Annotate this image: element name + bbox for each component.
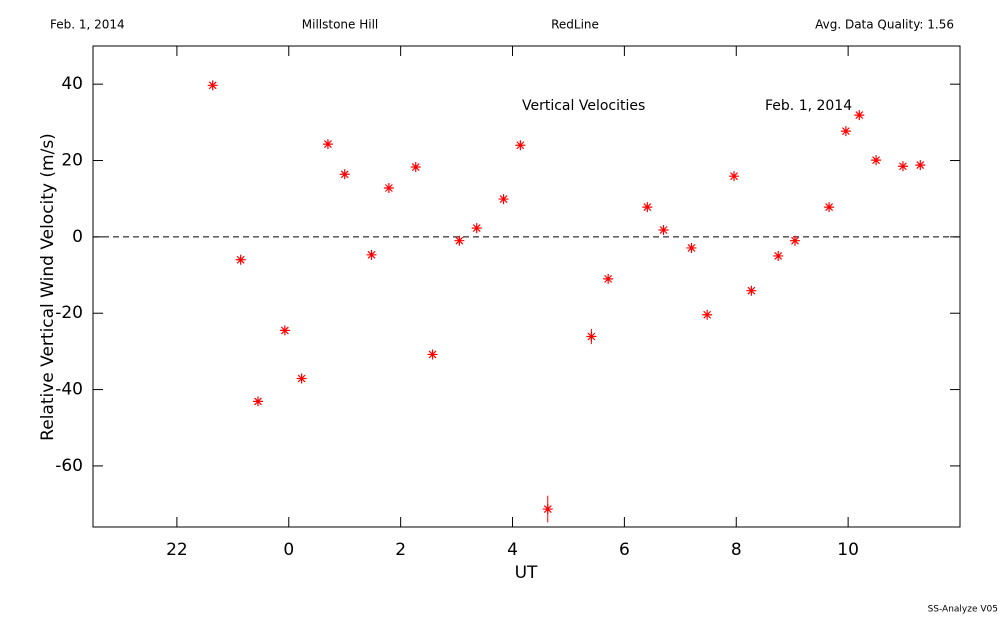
plot-frame [92, 45, 961, 528]
point [773, 250, 784, 261]
point [746, 285, 757, 296]
point [854, 110, 865, 121]
point [658, 225, 669, 236]
point [824, 202, 835, 213]
point [789, 235, 800, 246]
point [383, 183, 394, 194]
point [454, 235, 465, 246]
x-tick-label: 8 [731, 540, 742, 560]
point [322, 139, 333, 150]
point [729, 171, 740, 182]
point [339, 169, 350, 180]
header-date: Feb. 1, 2014 [50, 18, 125, 32]
y-tick-label: -60 [55, 456, 83, 476]
point [366, 249, 377, 260]
point [686, 242, 697, 253]
y-tick-label: 0 [72, 227, 83, 247]
x-tick-label: 2 [395, 540, 406, 560]
x-tick-label: 0 [283, 540, 294, 560]
footer: SS-Analyze V05 [928, 605, 998, 615]
annotation: Vertical Velocities [522, 98, 645, 114]
point [586, 331, 597, 342]
point [427, 349, 438, 360]
point [871, 155, 882, 166]
point [897, 161, 908, 172]
point [471, 223, 482, 234]
x-tick-label: 6 [619, 540, 630, 560]
point [279, 325, 290, 336]
header-line: RedLine [551, 18, 599, 32]
point [235, 254, 246, 265]
y-tick-label: 20 [61, 151, 83, 171]
x-tick-label: 10 [837, 540, 859, 560]
point [515, 140, 526, 151]
x-tick-label: 22 [166, 540, 188, 560]
y-tick-label: -20 [55, 303, 83, 323]
header-quality: Avg. Data Quality: 1.56 [815, 18, 954, 32]
y-tick-label: 40 [61, 74, 83, 94]
x-axis-label: UT [515, 563, 538, 583]
point [207, 80, 218, 91]
x-tick-label: 4 [507, 540, 518, 560]
header-site: Millstone Hill [302, 18, 378, 32]
point [915, 160, 926, 171]
point [642, 202, 653, 213]
y-axis-label: Relative Vertical Wind Velocity (m/s) [38, 133, 58, 441]
point [253, 396, 264, 407]
y-tick-label: -40 [55, 380, 83, 400]
point [410, 162, 421, 173]
point [542, 504, 553, 515]
point [498, 194, 509, 205]
point [603, 273, 614, 284]
annotation: Feb. 1, 2014 [765, 98, 852, 114]
point [296, 373, 307, 384]
point [702, 309, 713, 320]
point [840, 126, 851, 137]
